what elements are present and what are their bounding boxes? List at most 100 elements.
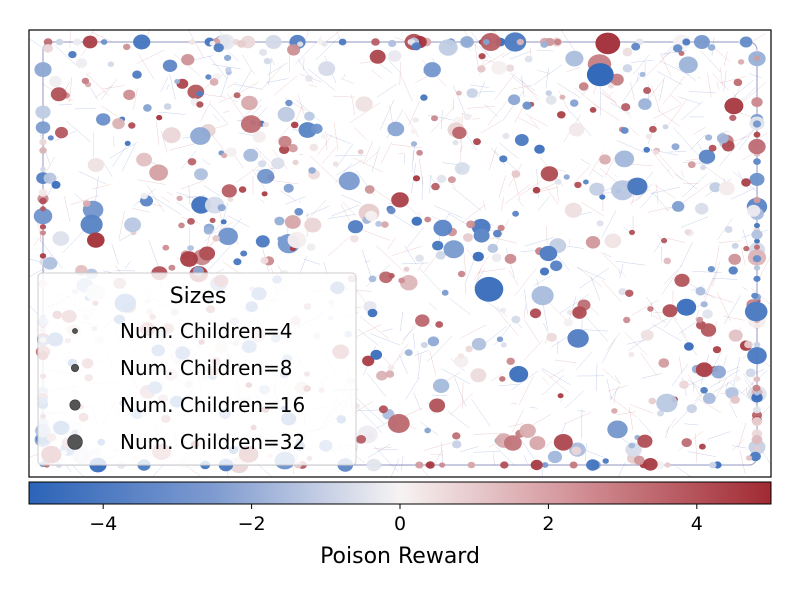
background-node [240, 250, 248, 257]
background-node [460, 36, 474, 48]
legend-label: Num. Children=16 [120, 393, 305, 417]
background-node [463, 113, 472, 121]
background-node [550, 260, 563, 272]
background-node [370, 349, 383, 360]
background-node [514, 134, 529, 146]
background-node [305, 75, 313, 82]
background-node [728, 253, 741, 265]
background-node [739, 36, 753, 48]
colorbar-tick-label: −4 [89, 513, 117, 535]
background-node [39, 147, 47, 154]
legend-marker [71, 363, 80, 372]
background-node [574, 181, 582, 189]
background-node [534, 144, 545, 154]
background-node [672, 201, 685, 212]
background-node [602, 458, 609, 464]
data-point [347, 220, 364, 234]
background-node [233, 258, 242, 266]
background-node [564, 202, 583, 218]
background-node [209, 217, 216, 223]
background-node [194, 168, 208, 181]
background-node [686, 404, 697, 414]
background-node [553, 434, 573, 451]
background-node [288, 144, 298, 153]
background-node [140, 192, 148, 200]
background-node [753, 341, 761, 348]
legend-marker [69, 399, 81, 411]
background-node [221, 152, 228, 159]
background-node [190, 127, 211, 145]
background-node [443, 240, 465, 259]
background-node [502, 132, 510, 140]
background-node [162, 127, 181, 144]
background-node [81, 77, 90, 85]
background-node [227, 196, 234, 202]
background-node [747, 347, 767, 365]
data-point [674, 273, 690, 287]
background-node [751, 229, 763, 240]
background-node [664, 462, 671, 468]
background-node [512, 210, 519, 217]
background-node [452, 432, 461, 440]
background-node [532, 186, 541, 194]
background-node [381, 221, 389, 228]
background-node [403, 266, 410, 272]
background-node [218, 227, 238, 245]
background-node [578, 82, 589, 91]
background-node [433, 219, 453, 237]
background-node [754, 55, 760, 61]
background-node [76, 58, 88, 68]
background-node [410, 141, 418, 147]
background-node [622, 64, 633, 73]
background-node [753, 158, 761, 165]
background-node [661, 237, 668, 244]
background-node [707, 266, 716, 273]
background-node [277, 236, 284, 242]
background-node [751, 417, 763, 426]
background-node [563, 174, 570, 180]
background-node [553, 38, 562, 46]
background-node [35, 121, 51, 134]
background-node [700, 323, 717, 337]
background-node [693, 35, 710, 49]
background-node [737, 59, 745, 65]
background-node [540, 41, 549, 48]
background-node [456, 90, 462, 96]
background-node [698, 149, 716, 164]
background-node [387, 414, 410, 433]
background-node [711, 365, 726, 379]
background-node [491, 61, 507, 75]
background-node [752, 384, 761, 392]
background-node [237, 40, 246, 48]
background-node [687, 161, 696, 169]
background-node [545, 90, 552, 96]
background-node [318, 61, 336, 77]
background-node [174, 79, 181, 84]
background-node [699, 443, 706, 450]
background-node [292, 159, 299, 166]
background-node [376, 370, 388, 381]
background-node [128, 122, 136, 129]
background-node [133, 34, 151, 50]
background-node [43, 172, 57, 184]
background-node [163, 103, 172, 110]
background-node [662, 304, 678, 318]
legend-marker [72, 328, 78, 334]
background-node [297, 41, 304, 47]
background-node [507, 94, 521, 105]
background-node [55, 38, 64, 46]
background-node [156, 114, 163, 121]
background-node [465, 345, 473, 353]
data-point [627, 177, 648, 196]
background-node [362, 355, 375, 367]
background-node [754, 244, 760, 250]
background-node [753, 376, 761, 383]
background-node [730, 395, 740, 404]
background-node [751, 392, 763, 403]
background-node [225, 67, 232, 73]
background-node [702, 392, 716, 404]
background-node [497, 224, 505, 232]
legend: Sizes Num. Children=4 Num. Children=8 Num.… [37, 272, 357, 466]
background-node [338, 38, 347, 46]
colorbar-label: Poison Reward [320, 544, 480, 569]
